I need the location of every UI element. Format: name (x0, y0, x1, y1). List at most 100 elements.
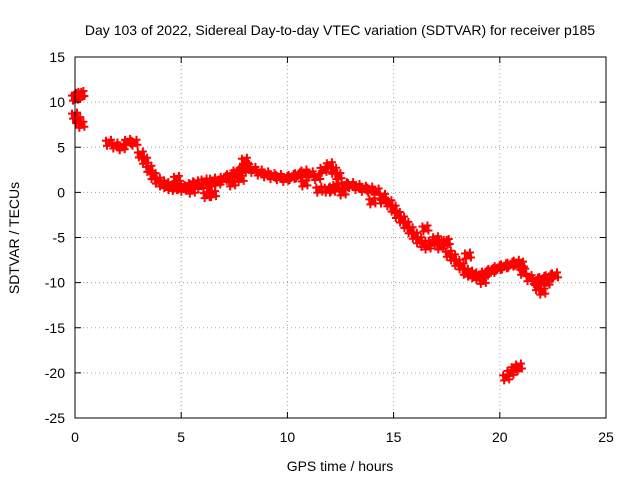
plus-marker (302, 176, 311, 185)
data-point (418, 221, 433, 236)
plus-marker (234, 177, 243, 186)
plus-marker (419, 227, 428, 236)
y-tick-label: -20 (45, 365, 65, 381)
plus-marker (500, 376, 509, 385)
plus-marker (364, 188, 373, 197)
x-tick-label: 25 (598, 429, 614, 445)
x-tick-label: 0 (71, 429, 79, 445)
data-point (325, 182, 340, 197)
plus-marker (143, 153, 152, 162)
plus-marker (461, 254, 470, 263)
plus-marker (476, 279, 485, 288)
plus-marker (523, 277, 532, 286)
plus-marker (512, 365, 521, 374)
data-point (475, 273, 490, 288)
plus-marker (207, 193, 216, 202)
plus-marker (73, 108, 81, 117)
data-point (127, 135, 142, 150)
plus-marker (351, 185, 360, 194)
data-point (539, 275, 554, 290)
plus-marker (440, 241, 449, 250)
plus-marker (516, 359, 525, 368)
axis-ticks: 0 5 10 15 20 25 -25 -20 -15 -10 -5 0 5 10 15 (45, 49, 614, 445)
plus-marker (536, 290, 545, 299)
data-point (74, 87, 89, 102)
plus-marker (330, 182, 339, 191)
plus-marker (242, 153, 251, 162)
x-tick-label: 20 (492, 429, 508, 445)
plus-marker (147, 161, 156, 170)
plus-marker (189, 183, 198, 192)
plus-marker (132, 135, 141, 144)
y-tick-label: 15 (49, 49, 65, 65)
data-point (237, 153, 252, 168)
plus-marker (174, 171, 183, 180)
plus-marker (138, 147, 147, 156)
plus-marker (421, 245, 430, 254)
plus-marker (75, 123, 84, 132)
plus-marker (185, 189, 194, 198)
x-tick-label: 5 (177, 429, 185, 445)
plus-marker (298, 182, 307, 191)
data-point (335, 185, 350, 200)
plus-marker (515, 263, 524, 272)
plus-marker (102, 141, 111, 150)
plus-marker (444, 235, 453, 244)
data-point (74, 117, 89, 132)
plus-marker (285, 176, 294, 185)
plus-marker (211, 187, 220, 196)
plus-marker (177, 187, 186, 196)
plus-marker (170, 177, 179, 186)
plus-marker (115, 146, 124, 155)
plus-marker (434, 232, 443, 241)
plus-marker (79, 117, 88, 126)
plus-marker (241, 166, 250, 175)
plus-marker (465, 248, 474, 257)
plus-marker (326, 188, 335, 197)
plus-marker (313, 188, 322, 197)
plus-marker (519, 257, 528, 266)
y-tick-label: -15 (45, 320, 65, 336)
plus-marker (508, 368, 517, 377)
data-point (184, 183, 199, 198)
plus-marker (340, 185, 349, 194)
data-point (511, 359, 526, 374)
plus-marker (79, 87, 88, 96)
data-point (169, 171, 184, 186)
data-point (297, 176, 312, 191)
data-point (344, 178, 359, 193)
data-point (312, 182, 327, 197)
plus-marker (480, 273, 489, 282)
data-point (233, 171, 248, 186)
data-point (548, 268, 563, 283)
plus-marker (504, 263, 513, 272)
plus-marker (366, 200, 375, 209)
plus-marker (253, 171, 262, 180)
plus-marker (498, 265, 507, 274)
plus-marker (336, 169, 345, 178)
data-point (439, 235, 454, 250)
data-point (365, 194, 380, 209)
data-point (535, 284, 550, 299)
x-tick-label: 10 (280, 429, 296, 445)
plus-marker (549, 274, 558, 283)
plus-marker (425, 241, 434, 250)
plus-marker (380, 193, 389, 202)
x-axis-label: GPS time / hours (287, 458, 394, 474)
plus-marker (217, 177, 226, 186)
data-point (331, 169, 346, 184)
plus-marker (345, 184, 354, 193)
plus-marker (292, 174, 301, 183)
plus-marker (485, 269, 494, 278)
x-tick-label: 15 (386, 429, 402, 445)
plus-marker (504, 371, 513, 380)
plus-marker (376, 199, 385, 208)
plus-marker (109, 144, 118, 153)
plus-marker (238, 159, 247, 168)
plus-marker (434, 245, 443, 254)
data-point (514, 257, 529, 272)
plus-marker (279, 177, 288, 186)
plus-marker (391, 201, 400, 210)
chart-title: Day 103 of 2022, Sidereal Day-to-day VTE… (85, 22, 595, 38)
